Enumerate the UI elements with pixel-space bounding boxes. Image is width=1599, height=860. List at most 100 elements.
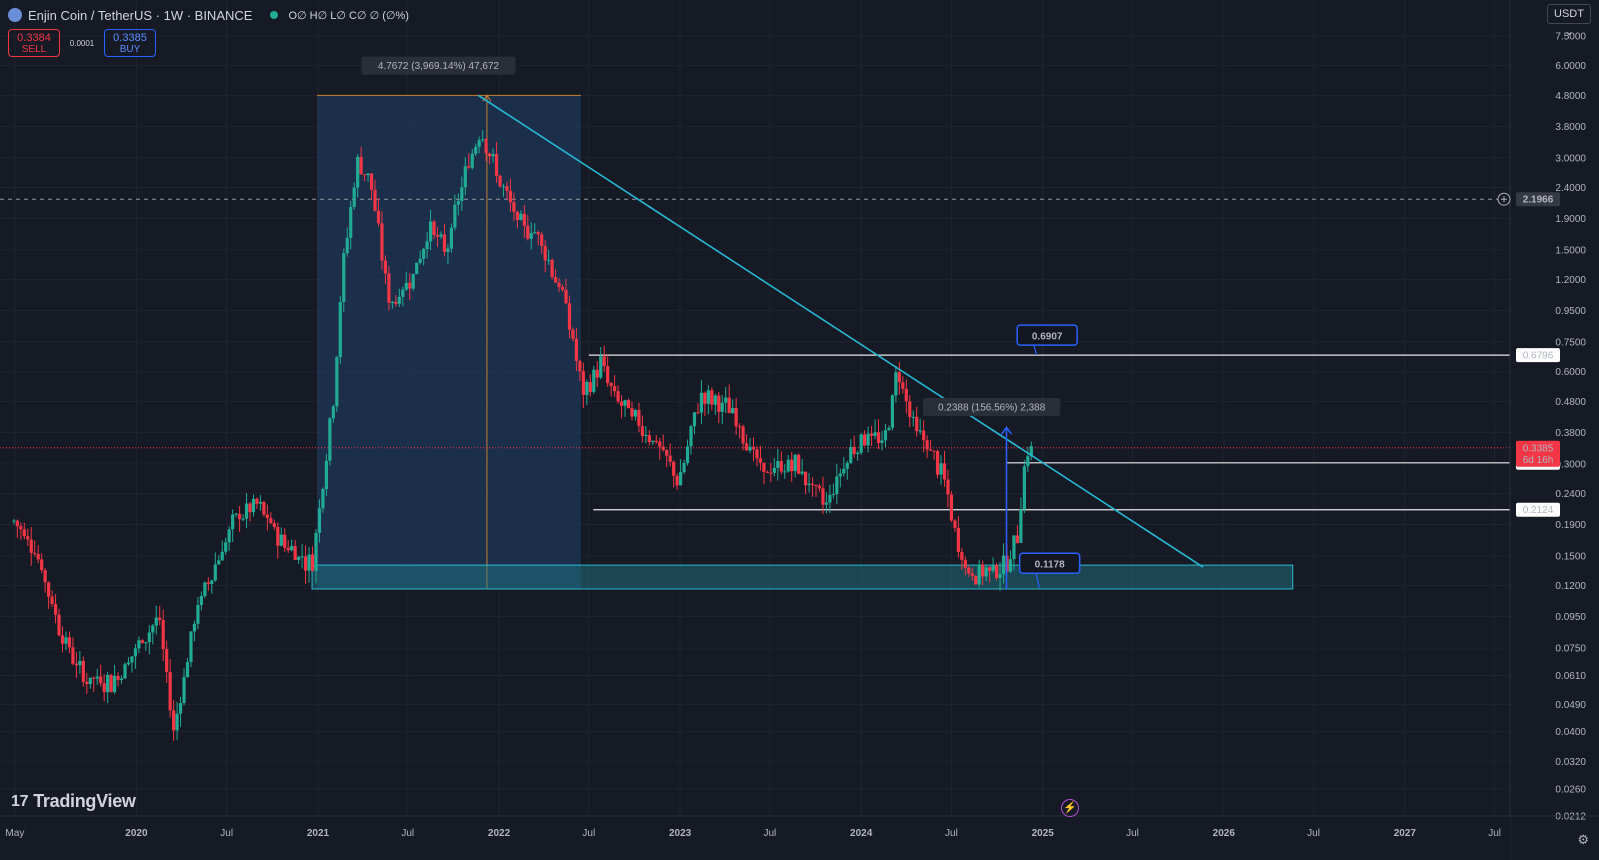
symbol-title[interactable]: Enjin Coin / TetherUS · 1W · BINANCE (28, 7, 253, 23)
candle-body (727, 397, 731, 414)
callout-text: 0.1178 (1035, 560, 1065, 571)
candle-body (665, 450, 669, 456)
y-tick-label: 0.0490 (1555, 700, 1586, 711)
sell-button[interactable]: 0.3384 SELL (8, 29, 60, 57)
candle-body (415, 262, 419, 274)
candle-body (231, 514, 235, 530)
candle-body (158, 617, 162, 621)
candle-body (626, 400, 631, 409)
candle-body (713, 395, 717, 405)
currency-button[interactable]: USDT ⌄ (1547, 4, 1591, 38)
tradingview-logo-icon: 17 (11, 792, 29, 810)
gear-icon[interactable]: ⚙ (1577, 832, 1589, 847)
candle-body (710, 390, 714, 405)
candle-body (512, 202, 516, 212)
candle-body (849, 446, 853, 463)
candle-body (481, 139, 485, 141)
candle-body (418, 258, 422, 263)
x-tick-label: 2024 (850, 828, 873, 839)
candle-body (838, 473, 842, 477)
candle-body (206, 582, 210, 584)
candle-body (85, 681, 89, 684)
candle-body (185, 661, 190, 678)
candle-body (67, 637, 72, 648)
y-tick-label: 0.0950 (1555, 612, 1586, 623)
x-tick-label: May (5, 828, 24, 839)
logo-text: TradingView (33, 791, 136, 811)
candle-body (57, 614, 61, 636)
candle-body (880, 440, 884, 443)
candle-body (321, 489, 325, 509)
y-tick-label: 1.5000 (1555, 245, 1586, 256)
lightning-icon[interactable]: ⚡ (1061, 799, 1079, 817)
y-tick-label: 1.2000 (1555, 275, 1586, 286)
candle-body (553, 277, 558, 283)
candle-body (43, 570, 47, 583)
candle-body (869, 433, 874, 436)
enjin-logo-icon (8, 8, 22, 22)
candle-body (453, 204, 457, 228)
x-tick-label: Jul (945, 828, 958, 839)
candle-body (383, 260, 388, 274)
candle-body (935, 451, 940, 475)
candle-body (810, 483, 815, 485)
candle-body (703, 392, 707, 404)
descending-trendline (477, 94, 1204, 568)
price-axis-bg (1510, 0, 1599, 860)
y-tick-label: 0.0320 (1555, 757, 1586, 768)
candle-body (50, 596, 54, 605)
candle-body (981, 564, 985, 577)
candle-body (932, 450, 936, 452)
candle-body (772, 467, 776, 473)
tradingview-logo[interactable]: 17 TradingView (11, 791, 136, 812)
candle-body (790, 459, 794, 472)
candle-body (293, 545, 297, 560)
y-tick-label: 0.0610 (1555, 671, 1586, 682)
candle-body (102, 683, 106, 693)
measure-label-bg (361, 56, 516, 75)
x-tick-label: 2021 (307, 828, 330, 839)
price-tag-bg (1516, 348, 1560, 363)
candle-body (182, 677, 186, 704)
candle-body (644, 435, 648, 437)
candle-body (939, 463, 943, 475)
candle-body (974, 575, 978, 585)
candle-body (731, 408, 735, 414)
sell-label: SELL (21, 44, 47, 55)
candle-body (456, 200, 460, 205)
candle-body (682, 463, 686, 473)
candle-body (543, 245, 547, 261)
candle-body (519, 213, 523, 220)
candle-body (647, 435, 651, 443)
candle-body (338, 301, 342, 358)
x-tick-label: 2026 (1213, 828, 1236, 839)
candle-body (116, 675, 120, 680)
candle-body (786, 459, 790, 472)
candle-body (585, 381, 589, 395)
y-tick-label: 0.0400 (1555, 727, 1586, 738)
add-alert-icon (1497, 192, 1511, 206)
candle-body (595, 369, 599, 378)
candle-body (748, 446, 752, 451)
y-tick-label: 6.0000 (1555, 61, 1586, 72)
y-tick-label: 0.9500 (1555, 306, 1586, 317)
candle-body (929, 449, 933, 451)
candle-body (64, 637, 68, 644)
candle-body (217, 560, 221, 565)
candle-body (359, 156, 363, 175)
candle-body (369, 173, 374, 190)
buy-button[interactable]: 0.3385 BUY (104, 29, 156, 57)
candle-body (442, 234, 447, 252)
candle-body (251, 498, 256, 513)
x-tick-label: Jul (401, 828, 414, 839)
support-zone (311, 564, 1294, 590)
candle-body (1015, 535, 1020, 543)
measure-arrow-head (1000, 425, 1013, 435)
candle-body (897, 372, 901, 383)
candle-body (526, 225, 530, 239)
candle-body (640, 425, 644, 436)
candle-body (776, 461, 780, 468)
x-tick-label: 2025 (1032, 828, 1055, 839)
candle-body (613, 385, 617, 392)
